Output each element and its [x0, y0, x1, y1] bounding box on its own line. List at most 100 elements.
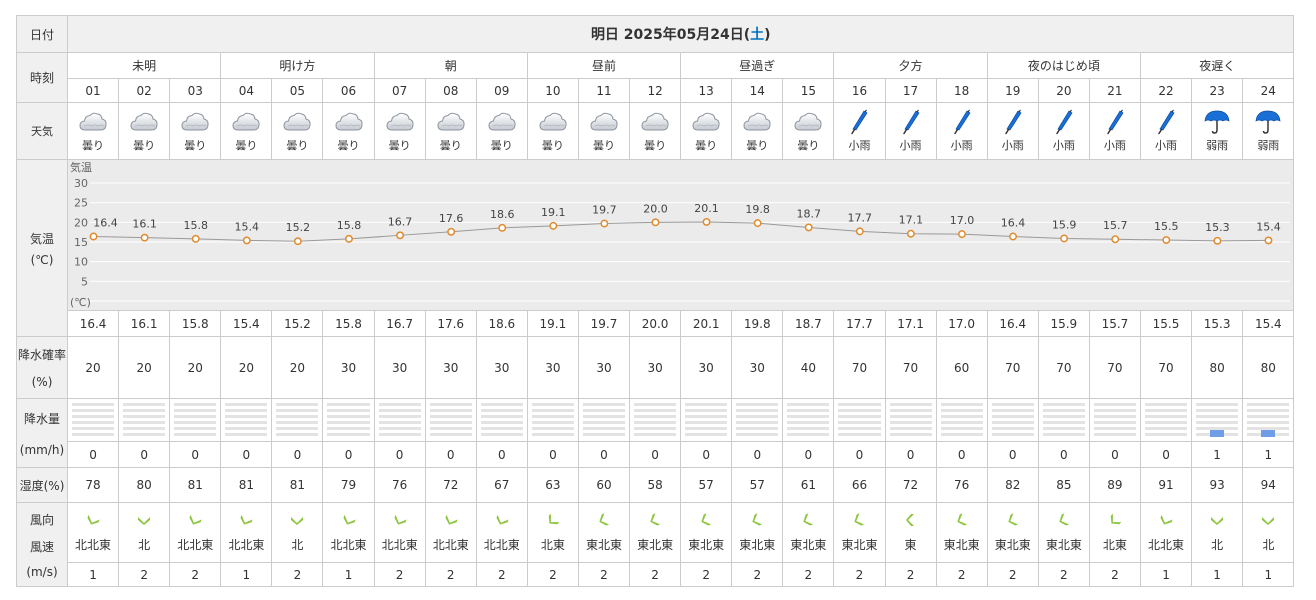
y-tick-label: 15	[74, 236, 88, 249]
wind-direction-cell: 東北東	[986, 502, 1039, 563]
humidity-value: 81	[220, 467, 273, 503]
y-tick-label: 30	[74, 177, 88, 190]
precip-prob-value: 20	[220, 336, 273, 399]
y-axis-unit: (℃)	[70, 296, 91, 309]
precip-amount-value: 0	[373, 441, 426, 468]
weather-cell: 曇り	[526, 102, 579, 160]
precip-prob-value: 70	[833, 336, 886, 399]
precip-amount-value: 0	[629, 441, 682, 468]
temperature-value: 17.7	[833, 310, 886, 337]
temperature-data-label: 20.1	[694, 202, 719, 215]
precip-amount-bar-cell	[1037, 398, 1090, 442]
wind-speed-value: 2	[577, 562, 631, 587]
precip-amount-value: 0	[66, 441, 120, 468]
weather-text: 小雨	[1052, 139, 1075, 152]
wind-direction-icon	[854, 513, 865, 526]
weather-cell: 曇り	[782, 102, 835, 160]
wind-speed-value: 2	[1037, 562, 1090, 587]
wind-direction-cell: 東北東	[935, 502, 988, 563]
wind-speed-value: 2	[1088, 562, 1141, 587]
precip-amount-bar-cell	[1191, 398, 1244, 442]
temperature-data-label: 15.2	[286, 221, 311, 234]
wind-direction-icon	[1262, 517, 1275, 525]
precip-amount-bar	[1210, 430, 1225, 437]
y-tick-label: 20	[74, 216, 88, 229]
cloud-icon	[743, 112, 771, 131]
weekday-saturday: 土	[750, 27, 765, 43]
precip-amount-gauge	[787, 403, 830, 437]
precip-amount-value: 0	[322, 441, 375, 468]
open-umbrella-icon	[1204, 110, 1230, 134]
wind-direction-text: 東北東	[1045, 538, 1082, 552]
weather-text: 曇り	[235, 139, 258, 152]
wind-direction-icon	[138, 517, 151, 525]
temperature-data-label: 15.5	[1154, 220, 1179, 233]
precip-amount-value: 0	[526, 441, 579, 468]
wind-direction-text: 北北東	[330, 538, 367, 552]
temperature-data-label: 16.1	[132, 218, 157, 231]
wind-direction-text: 北北東	[228, 538, 265, 552]
wind-speed-value: 2	[680, 562, 733, 587]
wind-direction-text: 北	[1211, 538, 1224, 552]
precip-amount-bar-cell	[220, 398, 273, 442]
precip-amount-gauge	[123, 403, 166, 437]
wind-speed-value: 2	[629, 562, 682, 587]
precip-prob-value: 70	[1037, 336, 1090, 399]
y-tick-label: 5	[81, 275, 88, 288]
wind-direction-cell: 東北東	[629, 502, 682, 563]
precip-prob-value: 70	[884, 336, 937, 399]
hour-cell: 16	[833, 78, 886, 103]
temperature-point	[651, 218, 660, 227]
closed-umbrella-icon	[902, 109, 920, 135]
wind-direction-cell: 北	[1191, 502, 1244, 563]
temperature-point	[1009, 232, 1017, 241]
hour-cell: 09	[475, 78, 528, 103]
precip-prob-value: 30	[731, 336, 784, 399]
temperature-point	[140, 233, 149, 242]
precip-prob-value: 30	[475, 336, 528, 399]
precip-amount-value: 0	[169, 441, 222, 468]
closed-umbrella-icon	[1056, 109, 1073, 135]
precip-amount-bar-cell	[1088, 398, 1141, 442]
weather-cell: 弱雨	[1191, 102, 1244, 160]
wind-speed-value: 2	[782, 562, 835, 587]
humidity-label: 湿度(%)	[16, 467, 68, 503]
wind-speed-value: 2	[731, 562, 784, 587]
hour-cell: 14	[731, 78, 784, 103]
precip-amount-bar-cell	[373, 398, 426, 442]
wind-speed-value: 2	[475, 562, 528, 587]
temperature-value: 17.6	[424, 310, 477, 337]
cloud-icon	[130, 112, 158, 131]
period-header: 夜のはじめ頃	[986, 52, 1141, 79]
hour-cell: 01	[66, 78, 120, 103]
hour-cell: 18	[935, 78, 988, 103]
weather-text: 小雨	[899, 139, 922, 152]
precip-amount-gauge	[889, 403, 932, 437]
precip-amount-bar-cell	[475, 398, 528, 442]
wind-direction-icon	[394, 514, 407, 525]
weather-cell: 曇り	[680, 102, 733, 160]
wind-direction-icon	[1059, 513, 1069, 526]
precip-amount-value: 0	[577, 441, 631, 468]
precip-amount-value: 0	[1037, 441, 1090, 468]
temperature-data-label: 17.0	[950, 214, 975, 227]
forecast-table-wrapper: 日付 明日 2025年05月24日(土) 時刻 未明 明け方朝昼前 昼過ぎ 夕方 夜のは…	[16, 15, 1295, 587]
precip-prob-value: 80	[1191, 336, 1244, 399]
precip-amount-gauge	[480, 403, 523, 437]
precip-prob-value: 40	[782, 336, 835, 399]
period-header: 昼過ぎ	[680, 52, 835, 79]
weather-cell: 曇り	[577, 102, 631, 160]
temperature-data-label: 15.8	[183, 219, 208, 232]
wind-direction-text: 東北東	[739, 538, 776, 552]
hour-cell: 23	[1191, 78, 1244, 103]
temperature-point	[498, 223, 507, 232]
temperature-data-label: 17.1	[899, 214, 924, 227]
weather-cell: 弱雨	[1242, 102, 1295, 160]
wind-direction-cell: 東北東	[1037, 502, 1090, 563]
temperature-value: 16.4	[66, 310, 120, 337]
humidity-value: 94	[1242, 467, 1295, 503]
temperature-data-label: 16.4	[1001, 216, 1026, 229]
temperature-value: 18.6	[475, 310, 528, 337]
precip-amount-bar-cell	[1139, 398, 1193, 442]
precip-amount-gauge	[225, 403, 268, 437]
